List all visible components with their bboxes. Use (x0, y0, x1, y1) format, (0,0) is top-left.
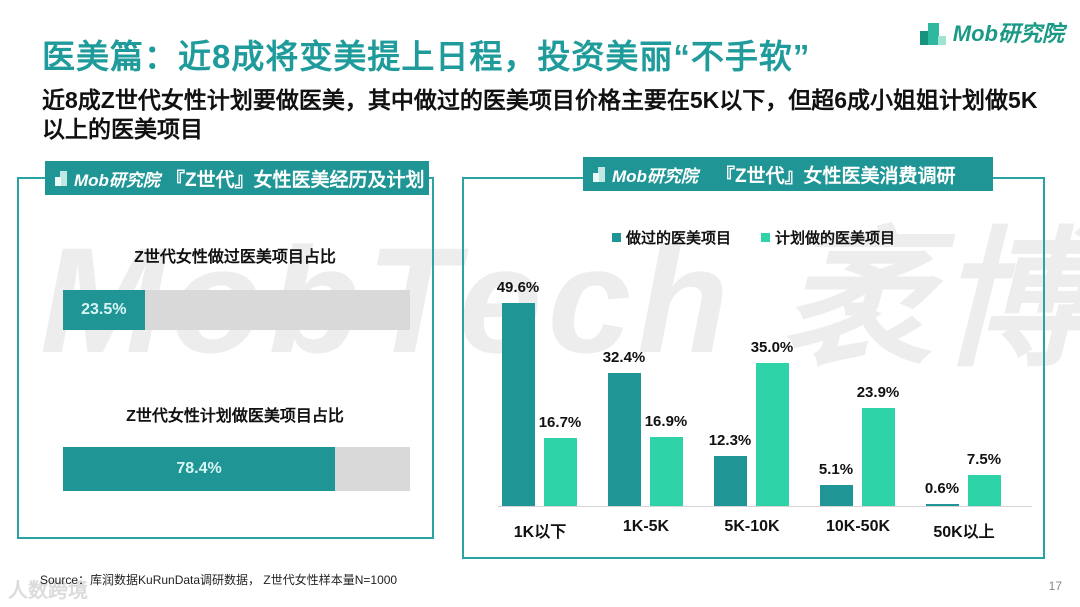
panel-logo-text: Mob研究院 (74, 170, 160, 190)
bar-done (502, 302, 535, 506)
legend-label-done: 做过的医美项目 (626, 230, 732, 247)
building-icon (593, 166, 609, 182)
bottom-watermark: 人数跨境 (8, 580, 88, 602)
legend-item-done: 做过的医美项目 (612, 227, 731, 248)
bar-done (714, 455, 747, 506)
panel-logo: Mob研究院 (593, 162, 698, 187)
bar-value-label: 23.9% (856, 384, 900, 401)
brand-logo: Mob研究院 (919, 16, 1064, 48)
page-title: 医美篇：近8成将变美提上日程，投资美丽“不手软” (42, 38, 811, 75)
bar-plan (862, 408, 895, 506)
bar-track-done: 23.5% (63, 290, 410, 330)
bar-value-label: 7.5% (966, 451, 1002, 469)
category-label: 5K-10K (724, 518, 780, 535)
experience-panel-header: Mob研究院 『Z世代』女性医美经历及计划 (45, 161, 429, 195)
category-label: 1K-5K (622, 518, 670, 535)
legend-swatch-plan (761, 233, 771, 242)
panel-title: 『Z世代』女性医美经历及计划 (165, 169, 425, 191)
legend-swatch-done (612, 233, 621, 242)
category-label: 50K以上 (933, 524, 995, 541)
chart-legend: 做过的医美项目 计划做的医美项目 (612, 227, 895, 248)
panel-logo-text: Mob研究院 (612, 166, 698, 186)
bar-plan (544, 437, 577, 506)
source-note: Source：库润数据KuRunData调研数据， Z世代女性样本量N=1000 (40, 573, 398, 587)
panel-logo: Mob研究院 (55, 166, 160, 191)
bar-value-label: 16.9% (644, 412, 688, 430)
bar-value-label: 49.6% (496, 278, 540, 296)
bar-track-plan: 78.4% (63, 447, 410, 491)
page-number: 17 (1048, 579, 1062, 593)
x-axis (498, 506, 1032, 507)
legend-item-plan: 计划做的医美项目 (761, 227, 895, 248)
building-icon (55, 170, 71, 186)
panel-title: 『Z世代』女性医美消费调研 (715, 165, 956, 187)
bar-done (608, 373, 641, 506)
bar-title-done: Z世代女性做过医美项目占比 (134, 249, 336, 266)
bar-plan (650, 436, 683, 506)
grouped-bar-chart: 49.6% 16.7% 1K以下 32.4% 16.9% 1K-5K 12.3% 35.0% 5… (480, 260, 1040, 541)
bar-fill-plan: 78.4% (63, 447, 336, 491)
bar-value-label: 32.4% (602, 349, 646, 367)
bar-done (926, 503, 959, 506)
bar-plan (756, 362, 789, 506)
bar-plan (968, 475, 1001, 506)
legend-label-plan: 计划做的医美项目 (775, 230, 896, 247)
category-label: 10K-50K (825, 518, 891, 535)
bar-value-label: 12.3% (708, 431, 752, 449)
bar-fill-done: 23.5% (63, 290, 145, 330)
page-subtitle: 近8成Z世代女性计划要做医美，其中做过的医美项目价格主要在5K以下，但超6成小姐… (42, 87, 1038, 142)
bar-value-label: 5.1% (818, 461, 854, 479)
bar-value-label: 0.6% (924, 479, 960, 497)
category-label: 1K以下 (513, 524, 567, 541)
building-icon (919, 19, 948, 45)
consumption-panel-header: Mob研究院 『Z世代』女性医美消费调研 (583, 157, 993, 191)
bar-title-plan: Z世代女性计划做医美项目占比 (126, 408, 344, 425)
bar-value-label: 35.0% (750, 338, 794, 356)
bar-done (820, 485, 853, 506)
logo-text: Mob研究院 (952, 21, 1064, 46)
bar-value-label: 16.7% (538, 413, 582, 431)
